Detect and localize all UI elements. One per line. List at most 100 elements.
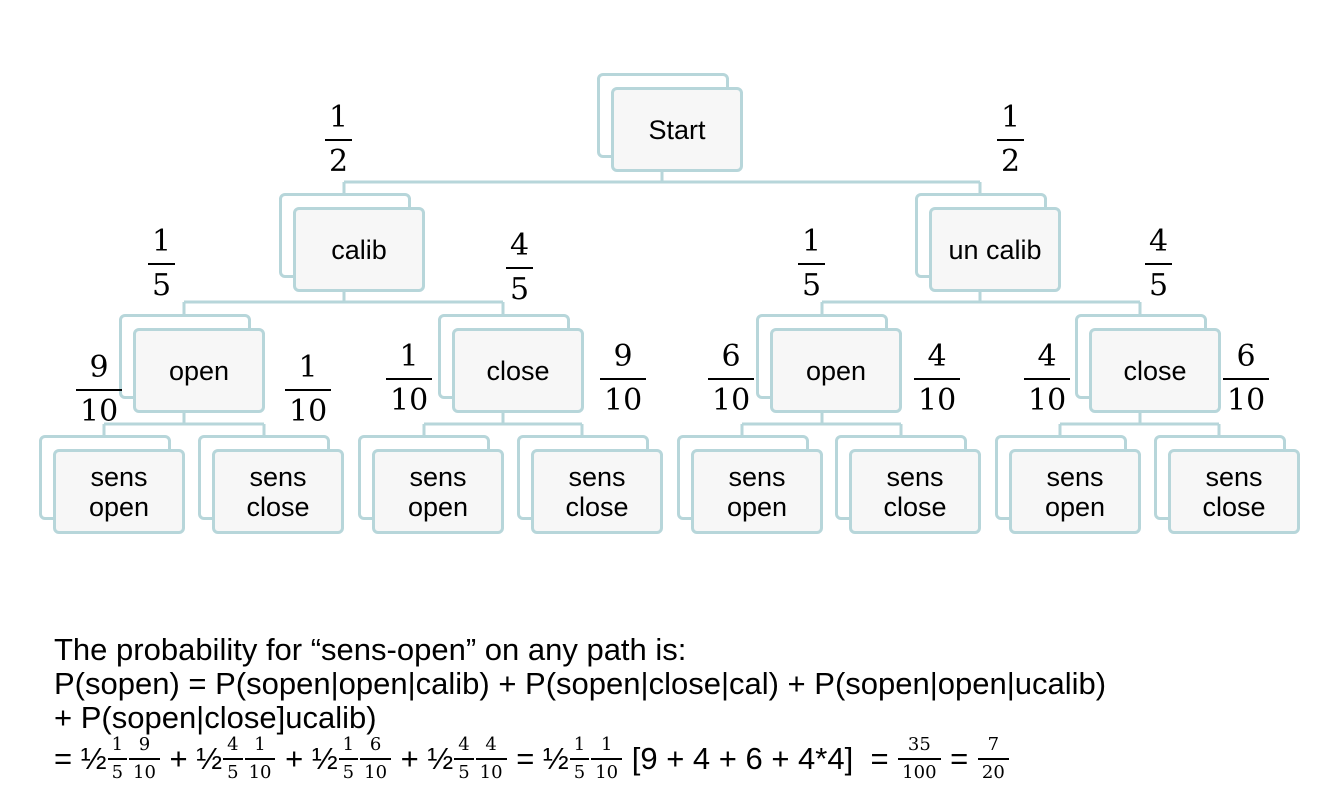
prob-uncalib-close-sopen: 4 10 <box>1024 339 1071 418</box>
small-fraction: 1 10 <box>591 735 623 783</box>
numerator: 35 <box>907 734 931 756</box>
small-fraction: 9 10 <box>129 734 160 783</box>
denominator: 5 <box>573 761 586 783</box>
denominator: 10 <box>289 394 328 429</box>
numerator: 4 <box>927 339 947 374</box>
eq-part: + ½ <box>276 741 338 776</box>
numerator: 7 <box>987 734 1000 756</box>
numerator: 1 <box>111 734 124 756</box>
leaf-line-2: close <box>565 491 629 522</box>
small-fraction: 35 100 <box>898 734 941 783</box>
numerator: 4 <box>227 734 239 756</box>
leaf-line-1: sens <box>249 461 307 492</box>
leaf-line-1: sens <box>90 461 148 492</box>
leaf-line-1: sens <box>409 461 467 492</box>
denominator: 10 <box>712 383 751 418</box>
explanation-line-3: + P(sopen|close]ucalib) <box>54 700 377 735</box>
denominator: 5 <box>510 272 530 307</box>
prob-calib-close-sclose: 9 10 <box>600 339 647 418</box>
denominator: 5 <box>1149 268 1169 303</box>
prob-calib-open-sclose: 1 10 <box>285 350 332 429</box>
node-open-uncalib-label: open <box>805 355 867 386</box>
eq-part: = <box>941 741 977 776</box>
small-fraction: 7 20 <box>977 734 1009 783</box>
numerator: 1 <box>342 734 355 756</box>
leaf-line-1: sens <box>886 461 944 492</box>
denominator: 5 <box>111 761 124 783</box>
probability-explanation: The probability for “sens-open” on any p… <box>54 633 1106 789</box>
numerator: 1 <box>329 100 349 135</box>
eq-part: + ½ <box>392 741 454 776</box>
small-fraction: 4 10 <box>475 735 507 783</box>
eq-part: [9 + 4 + 6 + 4*4] = <box>623 741 898 776</box>
numerator: 9 <box>138 734 151 756</box>
numerator: 1 <box>1001 100 1021 135</box>
node-close-uncalib-label: close <box>1123 355 1187 386</box>
denominator: 10 <box>918 383 957 418</box>
numerator: 1 <box>802 224 822 259</box>
denominator: 10 <box>595 761 619 783</box>
numerator: 1 <box>254 734 266 756</box>
prob-start-calib: 1 2 <box>325 100 353 179</box>
prob-calib-open-sopen: 9 10 <box>76 350 123 429</box>
prob-uncalib-open-sclose: 4 10 <box>914 339 961 418</box>
explanation-line-2: P(sopen) = P(sopen|open|calib) + P(sopen… <box>54 666 1107 701</box>
numerator: 6 <box>1236 339 1256 374</box>
numerator: 4 <box>510 228 530 263</box>
small-fraction: 1 10 <box>244 734 276 783</box>
numerator: 6 <box>721 339 741 374</box>
numerator: 1 <box>298 350 318 385</box>
denominator: 10 <box>479 761 503 783</box>
prob-calib-close: 4 5 <box>506 228 534 307</box>
prob-calib-close-sopen: 1 10 <box>386 339 433 418</box>
numerator: 1 <box>152 224 172 259</box>
prob-calib-open: 1 5 <box>148 224 176 303</box>
denominator: 10 <box>364 761 388 783</box>
denominator: 2 <box>1001 144 1021 179</box>
numerator: 9 <box>613 339 633 374</box>
numerator: 1 <box>399 339 419 374</box>
leaf-line-2: close <box>883 491 947 522</box>
prob-uncalib-close: 4 5 <box>1145 224 1173 303</box>
leaf-line-2: open <box>1044 491 1106 522</box>
leaf-line-1: sens <box>728 461 786 492</box>
leaf-line-1: sens <box>1205 461 1263 492</box>
node-close-calib-label: close <box>486 355 550 386</box>
node-start-label: Start <box>648 114 706 145</box>
denominator: 5 <box>152 268 172 303</box>
denominator: 10 <box>1227 383 1266 418</box>
prob-uncalib-close-sclose: 6 10 <box>1223 339 1270 418</box>
leaf-line-1: sens <box>568 461 626 492</box>
leaf-line-2: open <box>88 491 150 522</box>
numerator: 9 <box>89 350 109 385</box>
leaf-line-2: close <box>1202 491 1266 522</box>
numerator: 4 <box>1037 339 1057 374</box>
denominator: 20 <box>981 761 1005 783</box>
eq-part: = ½ <box>54 741 107 776</box>
denominator: 10 <box>1028 383 1067 418</box>
prob-start-uncalib: 1 2 <box>997 100 1025 179</box>
node-uncalib-label: un calib <box>948 234 1042 265</box>
leaf-line-2: open <box>407 491 469 522</box>
denominator: 10 <box>604 383 643 418</box>
denominator: 2 <box>329 144 349 179</box>
prob-uncalib-open-sopen: 6 10 <box>708 339 755 418</box>
explanation-line-1: The probability for “sens-open” on any p… <box>54 632 687 667</box>
denominator: 5 <box>227 761 239 783</box>
small-fraction: 6 10 <box>360 734 392 783</box>
denominator: 100 <box>902 761 937 783</box>
numerator: 1 <box>573 734 586 756</box>
eq-part: = ½ <box>507 741 569 776</box>
denominator: 10 <box>248 761 272 783</box>
numerator: 6 <box>369 734 382 756</box>
node-open-calib-label: open <box>168 355 230 386</box>
node-calib-label: calib <box>331 234 387 265</box>
leaf-line-1: sens <box>1046 461 1104 492</box>
denominator: 10 <box>133 761 156 783</box>
numerator: 4 <box>1149 224 1169 259</box>
